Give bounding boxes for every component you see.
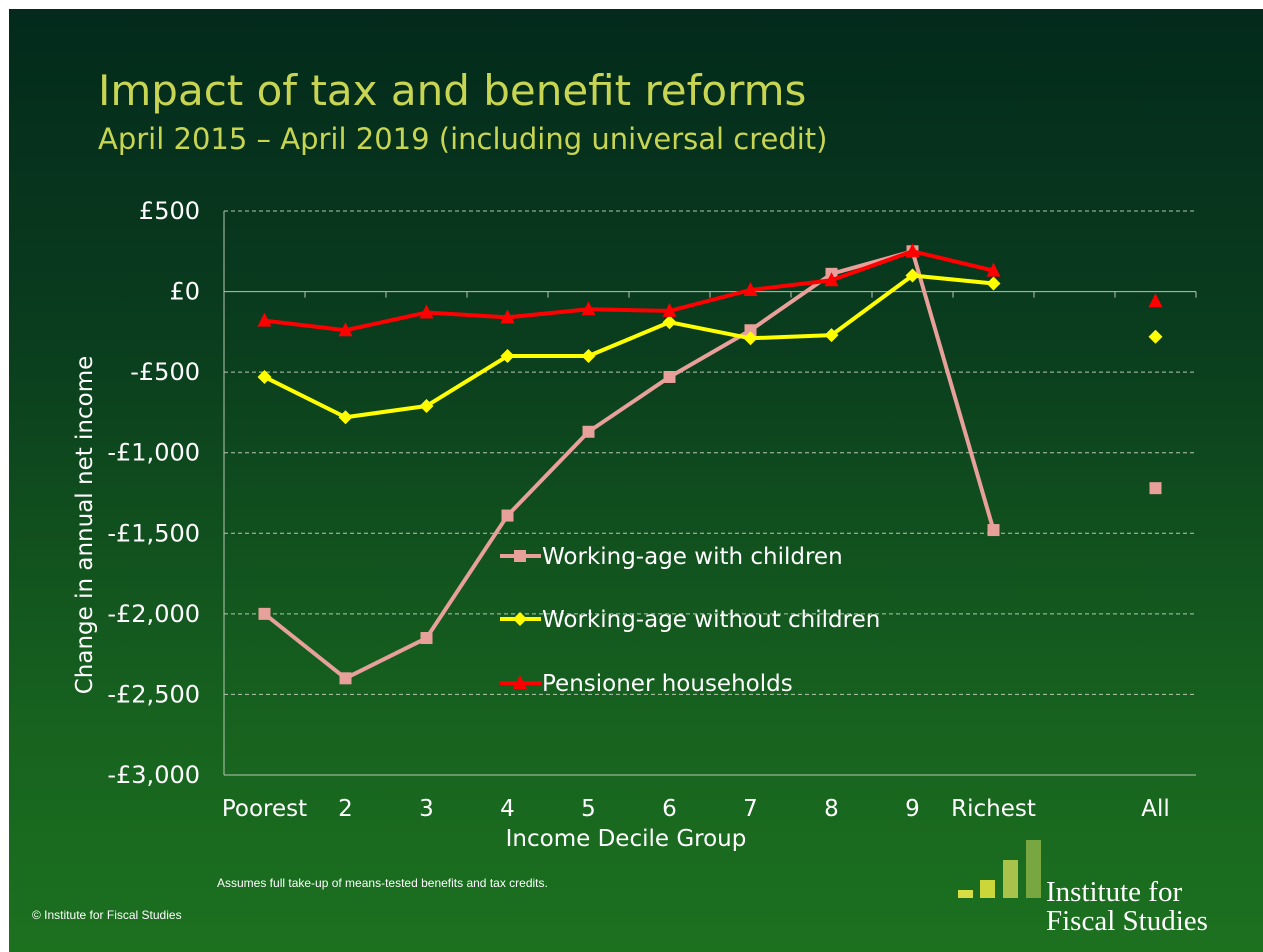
data-point-working-age-with-children [582, 425, 595, 438]
data-point-working-age-without-children [419, 398, 434, 413]
x-tick-label: 9 [905, 796, 920, 822]
x-tick-label: 5 [581, 796, 596, 822]
y-axis-label: Change in annual net income [72, 356, 98, 695]
slide-background [9, 9, 1263, 952]
data-point-working-age-without-children [500, 349, 515, 364]
data-point-pensioner-households [581, 301, 596, 316]
data-point-working-age-without-children [905, 268, 920, 283]
x-tick-label: 3 [419, 796, 434, 822]
data-point-working-age-with-children [663, 370, 676, 383]
data-point-pensioner-households [500, 309, 515, 324]
data-point-working-age-without-children [257, 369, 272, 384]
ifs-bars-icon [946, 838, 1046, 898]
y-tick-label: £500 [139, 197, 200, 225]
data-point-pensioner-households [743, 281, 758, 296]
x-tick-label: 6 [662, 796, 677, 822]
data-point-pensioner-households [338, 322, 353, 337]
copyright-notice: © Institute for Fiscal Studies [32, 908, 182, 922]
x-tick-label: 4 [500, 796, 515, 822]
y-tick-label: -£2,000 [107, 600, 200, 628]
chart-title: Impact of tax and benefit reforms [98, 66, 807, 115]
data-point-working-age-without-children [824, 328, 839, 343]
data-point-pensioner-households [905, 243, 920, 258]
legend-marker-pensioner-households [513, 675, 527, 689]
series-line-pensioner-households [264, 249, 994, 333]
series-line-working-age-with-children [263, 249, 996, 681]
data-point-pensioner-households [257, 312, 272, 327]
chart-subtitle: April 2015 – April 2019 (including unive… [98, 122, 828, 156]
data-point-working-age-with-children [744, 324, 757, 337]
legend-label-pensioner-households: Pensioner households [542, 671, 793, 697]
data-point-pensioner-households [986, 262, 1001, 277]
data-point-working-age-with-children [258, 607, 271, 620]
data-point-working-age-without-children [743, 331, 758, 346]
data-point-working-age-without-children [986, 276, 1001, 291]
footnote: Assumes full take-up of means-tested ben… [217, 876, 548, 890]
x-tick-label: 8 [824, 796, 839, 822]
legend-marker-working-age-with-children [514, 550, 526, 562]
data-point-working-age-with-children [501, 509, 514, 522]
data-point-working-age-without-children [338, 410, 353, 425]
data-point-working-age-with-children [339, 672, 352, 685]
y-tick-label: -£3,000 [107, 761, 200, 789]
ifs-logo-line-2: Fiscal Studies [1046, 905, 1208, 937]
data-point-all-working-age-with-children [1149, 482, 1162, 495]
data-point-all-working-age-without-children [1148, 329, 1163, 344]
data-point-working-age-with-children [420, 632, 433, 645]
data-point-working-age-without-children [662, 315, 677, 330]
x-tick-label: Poorest [222, 796, 307, 822]
ifs-logo-line-1: Institute for [1046, 876, 1183, 908]
y-tick-label: -£1,500 [107, 519, 200, 547]
y-tick-label: £0 [169, 278, 200, 306]
x-tick-label: 7 [743, 796, 758, 822]
data-point-working-age-without-children [581, 349, 596, 364]
series-line-working-age-without-children [263, 273, 994, 420]
y-tick-label: -£2,500 [107, 680, 200, 708]
x-tick-label: Richest [951, 796, 1036, 822]
legend-label-working-age-with-children: Working-age with children [542, 544, 843, 570]
data-point-pensioner-households [419, 304, 434, 319]
x-tick-label: 2 [338, 796, 353, 822]
data-point-all-pensioner-households [1148, 293, 1163, 308]
data-point-pensioner-households [824, 272, 839, 287]
x-tick-label: All [1141, 796, 1170, 822]
x-axis-label: Income Decile Group [506, 826, 747, 852]
ifs-logo-text: Institute for Fiscal Studies [1046, 878, 1208, 936]
ifs-logo: Institute for Fiscal Studies [946, 838, 1246, 938]
data-point-working-age-with-children [987, 524, 1000, 537]
legend-label-working-age-without-children: Working-age without children [542, 607, 880, 633]
legend-marker-working-age-without-children [513, 612, 527, 626]
y-tick-label: -£500 [130, 358, 200, 386]
y-tick-label: -£1,000 [107, 439, 200, 467]
data-point-pensioner-households [662, 302, 677, 317]
